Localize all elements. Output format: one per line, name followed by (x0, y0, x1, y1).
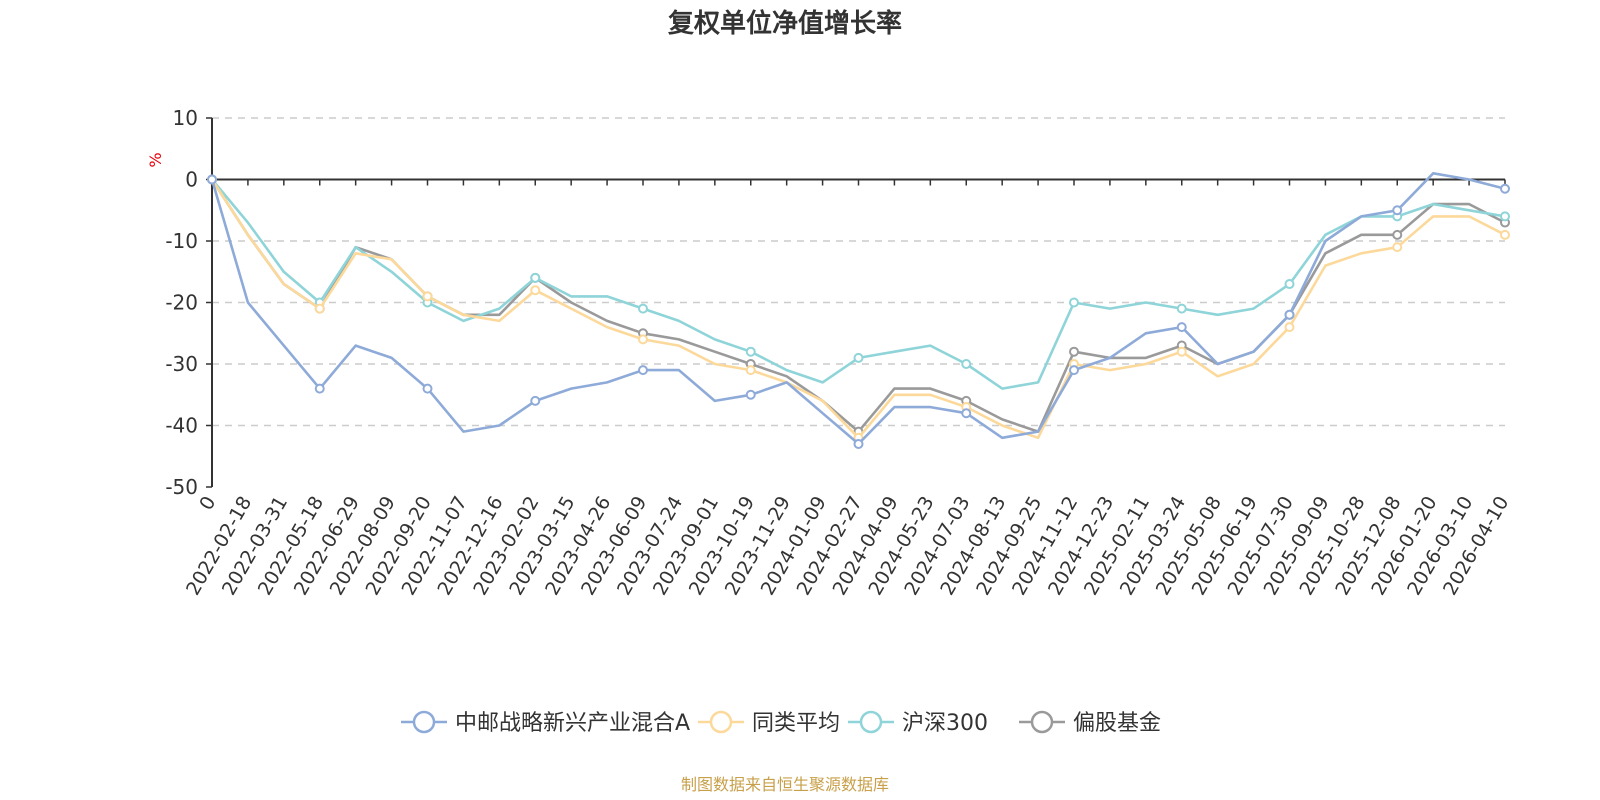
series-point (638, 303, 648, 314)
series-point (1176, 346, 1187, 357)
series-point (1284, 322, 1295, 333)
series-point (422, 383, 433, 394)
series-point (745, 346, 756, 357)
series-point (1392, 242, 1403, 253)
series-point (314, 383, 325, 394)
y-tick-label: -30 (165, 352, 198, 376)
legend-label: 同类平均 (752, 711, 840, 736)
series-point (638, 365, 648, 376)
series-point (1284, 279, 1295, 290)
series-point (530, 285, 541, 296)
y-tick-label: -40 (165, 414, 198, 438)
series-point (530, 395, 541, 406)
series-point (1176, 322, 1187, 333)
source-note: 制图数据来自恒生聚源数据库 (681, 775, 889, 794)
series-point (1392, 229, 1403, 240)
chart-title: 复权单位净值增长率 (668, 8, 902, 39)
legend-label: 偏股基金 (1073, 711, 1161, 736)
legend-label: 中邮战略新兴产业混合A (455, 711, 690, 736)
y-tick-label: -50 (165, 475, 198, 499)
y-tick-label: 0 (185, 168, 198, 192)
y-axis-ticks: 10 0 -10 -20 -30 -40 -50 (165, 106, 212, 499)
series-point (853, 352, 864, 363)
series-point (1500, 229, 1510, 240)
series-point (314, 303, 325, 314)
legend[interactable]: 中邮战略新兴产业混合A 同类平均 沪深300 偏股基金 (401, 710, 1161, 736)
series-point (1069, 365, 1079, 376)
series-point (1500, 183, 1510, 194)
series-point (745, 365, 756, 376)
legend-marker (412, 710, 436, 734)
y-tick-label: 10 (173, 106, 198, 130)
series-point (1069, 297, 1079, 308)
series-point (530, 272, 541, 283)
x-tick-label: 0 (195, 493, 220, 514)
legend-marker (709, 710, 733, 734)
y-tick-label: -10 (165, 229, 198, 253)
series-point (207, 174, 217, 185)
series-point (1500, 211, 1510, 222)
legend-marker (859, 710, 883, 734)
y-tick-label: -20 (165, 291, 198, 315)
y-axis-unit: % (146, 152, 165, 167)
legend-label: 沪深300 (902, 711, 988, 736)
series-point (745, 389, 756, 400)
series-point (1069, 346, 1079, 357)
series-point (422, 291, 433, 302)
series-point (961, 359, 972, 369)
x-axis-ticks: 02022-02-182022-03-312022-05-182022-06-2… (182, 179, 1513, 599)
series-point (853, 438, 864, 449)
series-line (210, 178, 1506, 433)
series-point (961, 408, 972, 419)
series-point (638, 334, 648, 345)
series-point (1176, 303, 1187, 314)
legend-marker (1030, 710, 1054, 734)
series-point (1284, 309, 1295, 320)
series-group (207, 172, 1510, 449)
series-line (210, 172, 1506, 446)
series-line (210, 178, 1506, 440)
series-point (1392, 205, 1403, 216)
